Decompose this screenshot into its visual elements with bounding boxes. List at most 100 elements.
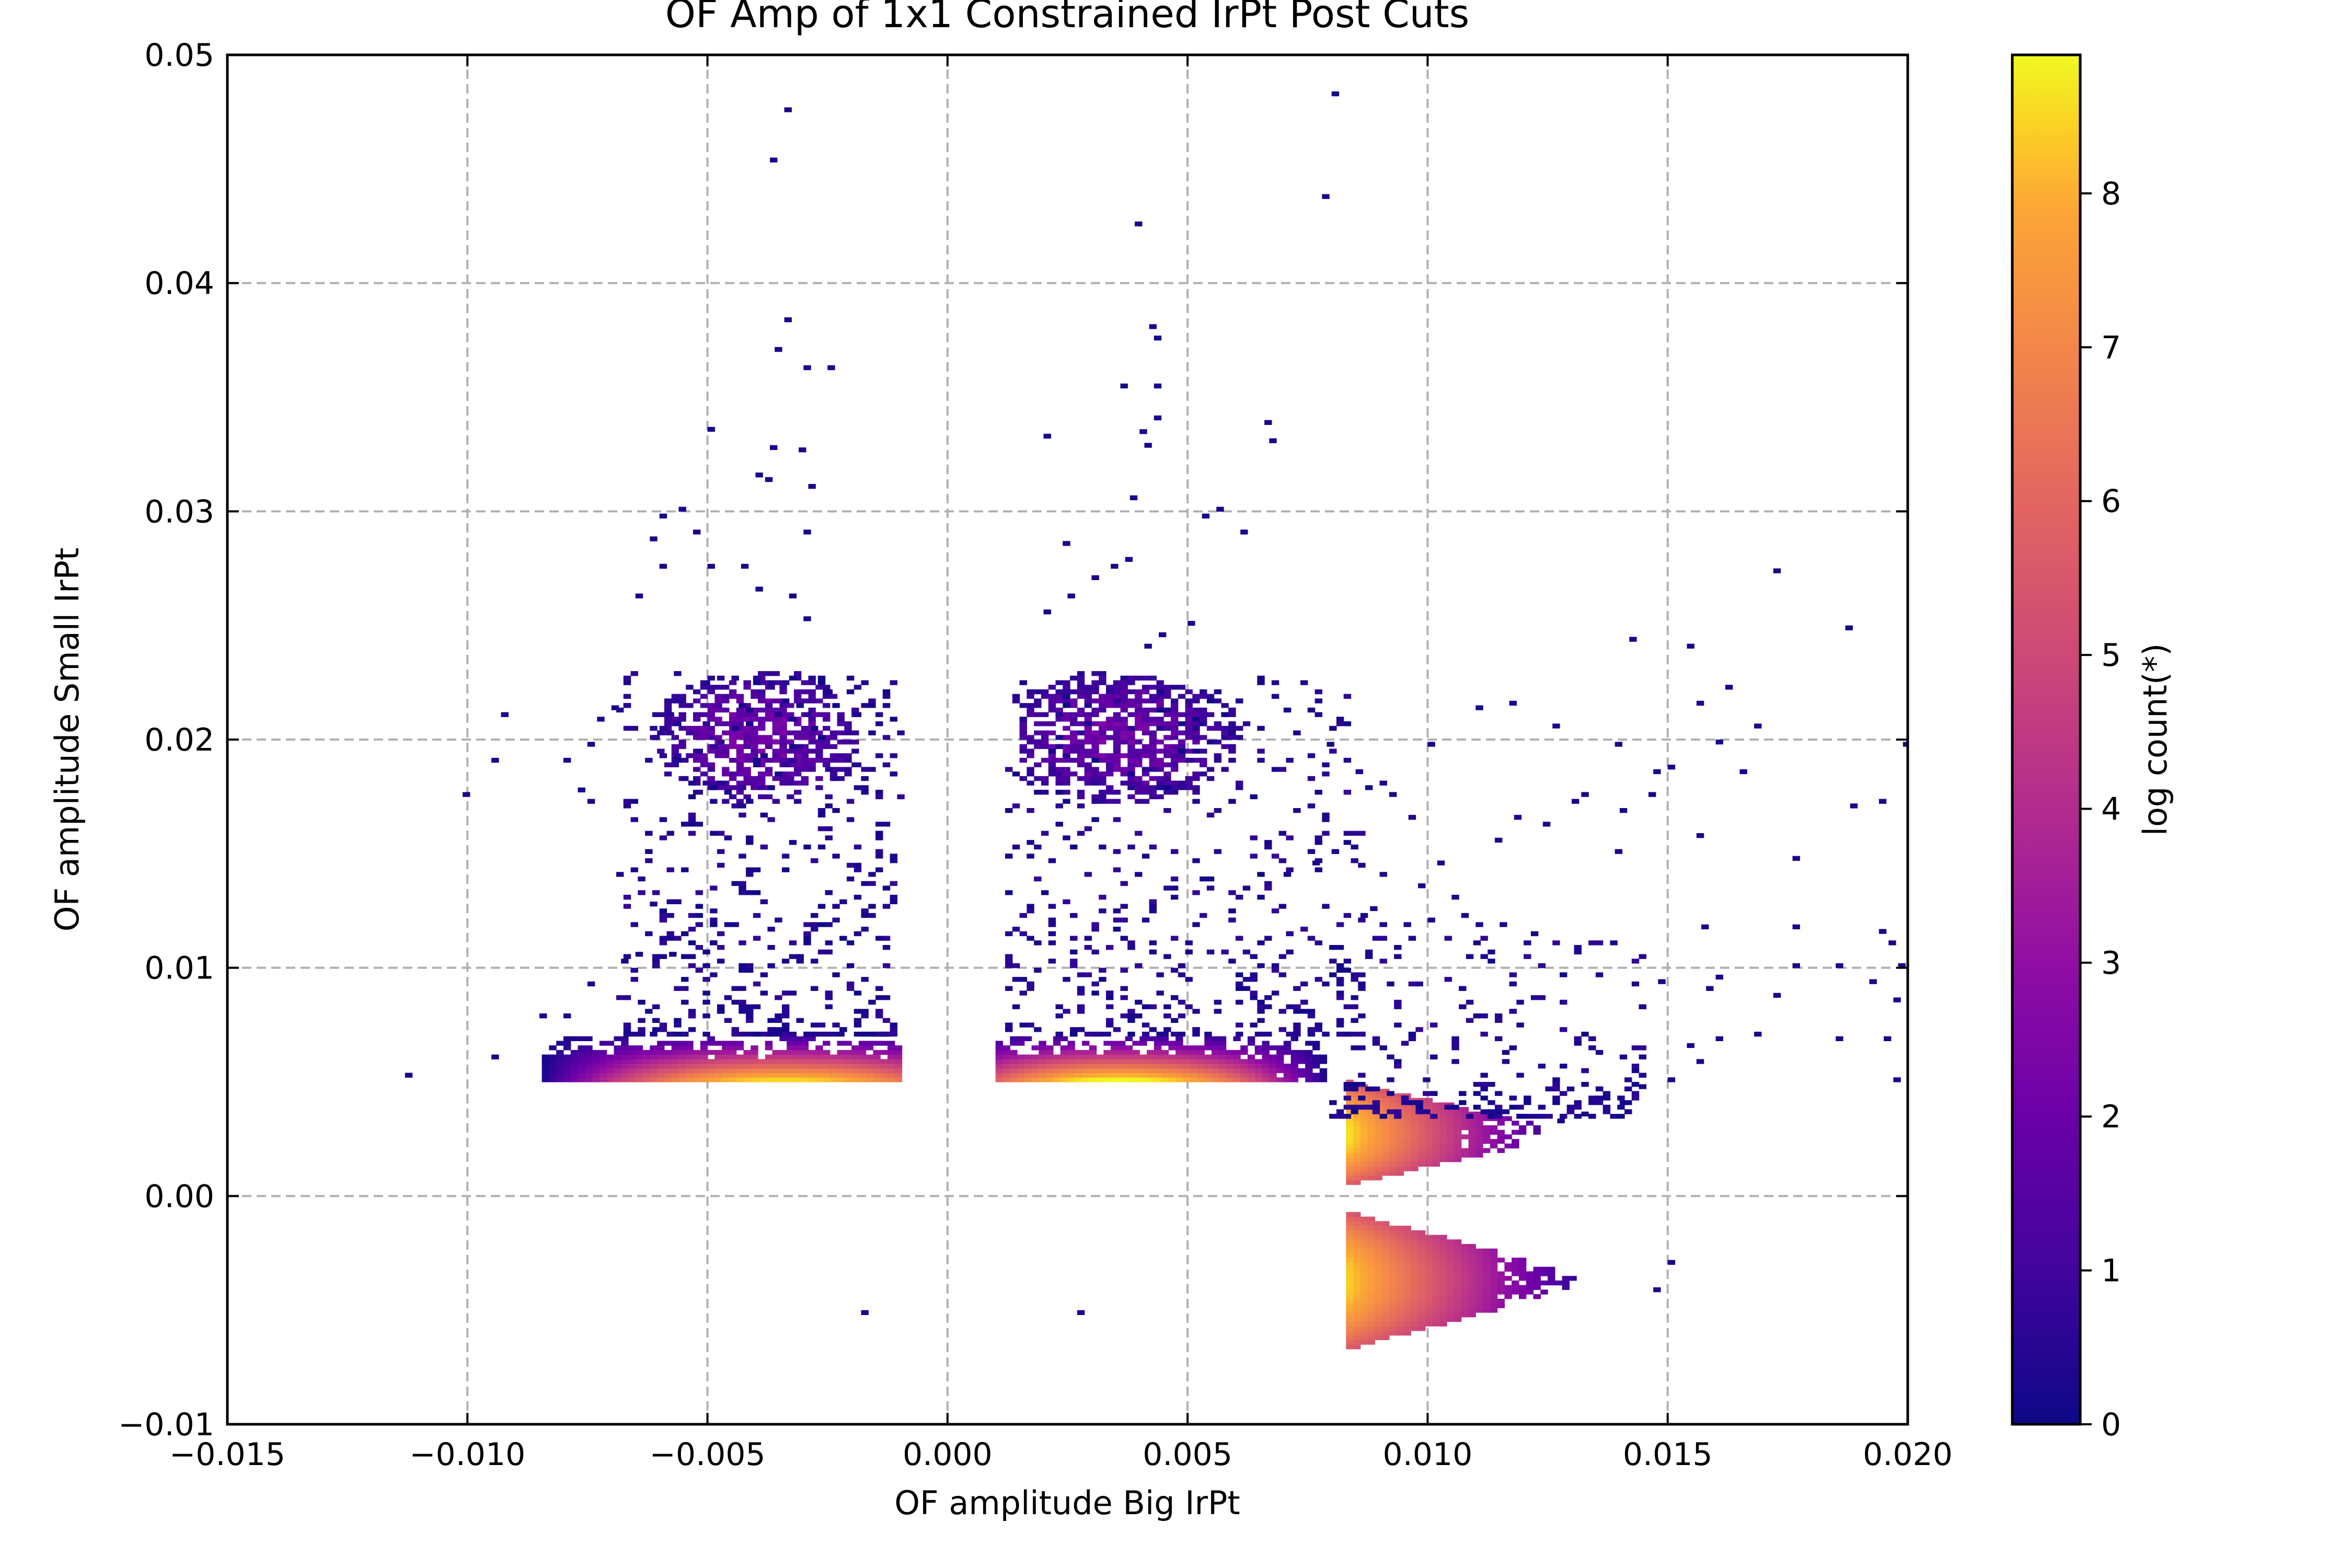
heatmap-cell — [1307, 1031, 1316, 1037]
heatmap-cell — [1204, 1054, 1212, 1059]
heatmap-cell — [1512, 1139, 1519, 1144]
heatmap-cell — [1084, 735, 1092, 740]
heatmap-cell — [743, 1059, 751, 1064]
heatmap-cell — [1139, 1077, 1147, 1082]
heatmap-cell — [1526, 1289, 1534, 1295]
heatmap-point — [784, 107, 792, 112]
heatmap-cell — [1192, 890, 1200, 895]
heatmap-point — [1355, 769, 1364, 775]
heatmap-cell — [1475, 1285, 1483, 1290]
heatmap-cell — [1389, 1244, 1397, 1249]
heatmap-cell — [1046, 1059, 1054, 1064]
heatmap-cell — [1113, 849, 1121, 854]
heatmap-cell — [1283, 1064, 1292, 1069]
heatmap-cell — [1250, 794, 1258, 800]
heatmap-cell — [638, 1018, 645, 1023]
heatmap-cell — [585, 1077, 593, 1082]
heatmap-cell — [695, 748, 703, 754]
heatmap-cell — [1135, 748, 1143, 754]
heatmap-cell — [1408, 981, 1416, 987]
heatmap-cell — [887, 1045, 895, 1051]
heatmap-cell — [1027, 753, 1034, 758]
heatmap-cell — [563, 1036, 571, 1041]
heatmap-cell — [623, 803, 631, 809]
heatmap-cell — [736, 799, 744, 804]
heatmap-cell — [1236, 1031, 1243, 1037]
heatmap-cell — [1228, 757, 1236, 763]
heatmap-cell — [844, 725, 852, 731]
heatmap-point — [578, 787, 585, 793]
heatmap-cell — [1382, 1239, 1390, 1244]
heatmap-cell — [1257, 999, 1265, 1005]
heatmap-cell — [808, 1050, 816, 1055]
heatmap-cell — [1439, 1235, 1447, 1240]
heatmap-cell — [1403, 1330, 1411, 1336]
heatmap-cell — [1063, 685, 1070, 690]
heatmap-cell — [1163, 694, 1171, 699]
heatmap-cell — [1617, 1104, 1625, 1110]
heatmap-cell — [1283, 1050, 1292, 1055]
heatmap-cell — [1595, 1050, 1604, 1055]
heatmap-cell — [779, 1064, 787, 1069]
heatmap-cell — [1091, 698, 1099, 704]
heatmap-cell — [772, 721, 780, 727]
heatmap-cell — [787, 748, 794, 754]
heatmap-cell — [873, 1059, 881, 1064]
heatmap-cell — [1041, 721, 1049, 727]
heatmap-cell — [1156, 972, 1164, 977]
heatmap-cell — [890, 894, 898, 900]
colorbar-tick-label: 2 — [2101, 1099, 2121, 1135]
heatmap-cell — [1178, 1031, 1186, 1037]
heatmap-cell — [1147, 1054, 1155, 1059]
heatmap-cell — [1312, 1045, 1320, 1051]
heatmap-cell — [1099, 735, 1106, 740]
heatmap-cell — [722, 767, 730, 772]
heatmap-cell — [746, 835, 754, 840]
heatmap-cell — [1120, 967, 1128, 973]
heatmap-cell — [1396, 1171, 1404, 1176]
heatmap-cell — [693, 698, 701, 704]
heatmap-cell — [779, 725, 787, 731]
heatmap-cell — [693, 757, 701, 763]
heatmap-cell — [1466, 1114, 1474, 1119]
heatmap-cell — [1415, 1104, 1423, 1110]
heatmap-cell — [736, 767, 744, 772]
heatmap-cell — [1099, 799, 1106, 804]
heatmap-cell — [743, 1054, 751, 1059]
heatmap-cell — [837, 1050, 845, 1055]
heatmap-point — [1706, 986, 1714, 991]
heatmap-cell — [599, 1068, 607, 1074]
heatmap-cell — [1418, 1239, 1426, 1244]
heatmap-cell — [1192, 740, 1200, 745]
heatmap-cell — [1461, 1121, 1469, 1126]
heatmap-cell — [1027, 740, 1034, 745]
heatmap-cell — [1084, 936, 1092, 941]
heatmap-cell — [717, 1004, 725, 1009]
heatmap-cell — [657, 1073, 665, 1078]
heatmap-cell — [1439, 1134, 1447, 1139]
heatmap-cell — [1307, 803, 1316, 809]
heatmap-cell — [1212, 1054, 1219, 1059]
heatmap-cell — [638, 890, 645, 895]
heatmap-cell — [1005, 854, 1013, 859]
heatmap-cell — [1403, 1262, 1411, 1267]
x-tick-label: 0.000 — [903, 1436, 993, 1473]
heatmap-cell — [1439, 1285, 1447, 1290]
heatmap-cell — [1178, 999, 1186, 1005]
heatmap-cell — [1161, 1073, 1169, 1078]
heatmap-cell — [1154, 1045, 1162, 1051]
heatmap-cell — [736, 1064, 744, 1069]
heatmap-cell — [1552, 940, 1560, 946]
heatmap-cell — [890, 858, 898, 863]
heatmap-cell — [1353, 1098, 1361, 1103]
heatmap-cell — [1581, 1068, 1589, 1074]
heatmap-cell — [1063, 717, 1070, 722]
heatmap-cell — [1063, 757, 1070, 763]
heatmap-cell — [722, 753, 730, 758]
heatmap-cell — [846, 817, 855, 822]
heatmap-point — [1653, 1287, 1661, 1293]
heatmap-cell — [760, 972, 768, 977]
heatmap-cell — [1002, 1073, 1010, 1078]
heatmap-cell — [1468, 1312, 1476, 1318]
heatmap-cell — [652, 1018, 660, 1023]
